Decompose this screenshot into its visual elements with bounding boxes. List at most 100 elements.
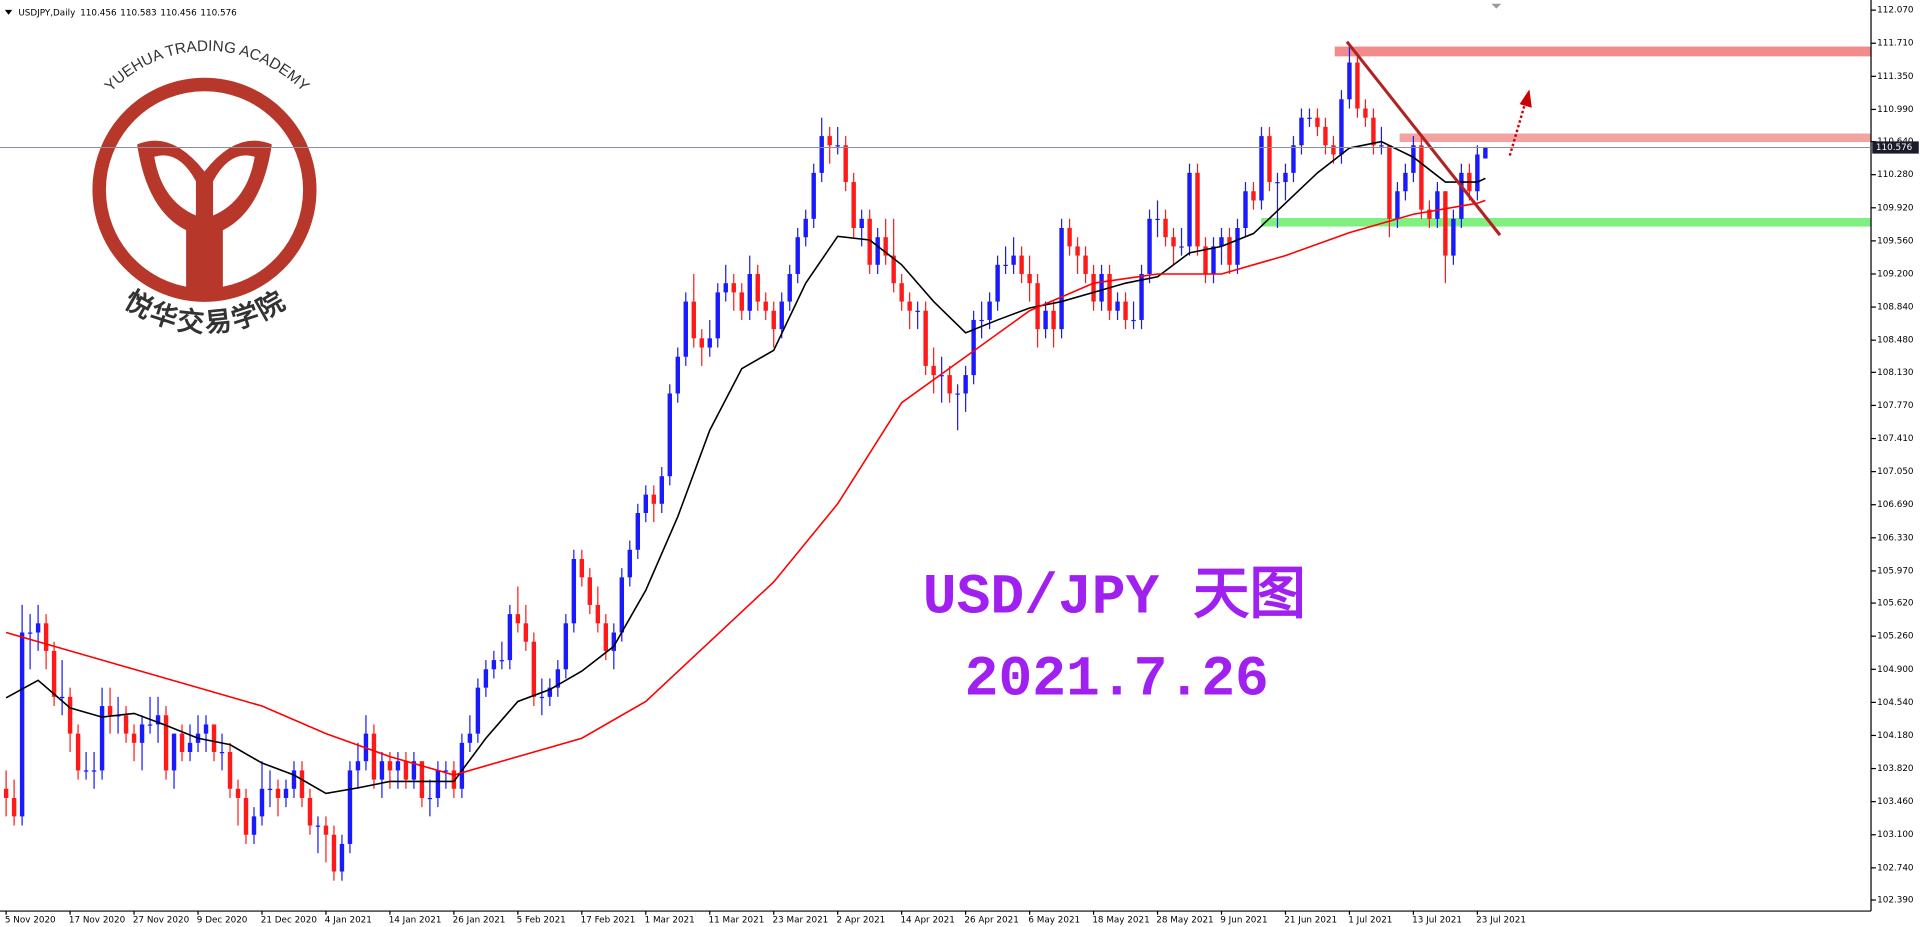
y-tick-label: 105.620 [1877,599,1914,609]
header: USDJPY,Daily 110.456 110.583 110.456 110.576 [18,8,237,18]
candle-body [1075,246,1080,256]
candle-body [187,742,193,753]
candle-body [1155,218,1160,221]
y-tick-label: 105.970 [1877,566,1914,576]
candle-body [1051,310,1056,330]
y-tick-label: 104.900 [1877,665,1914,675]
candle-body [307,797,313,826]
candle-body [603,623,609,651]
candle-body [83,770,89,772]
candle-body [275,788,281,798]
candle-body [243,797,249,835]
x-tick-label: 23 Jul 2021 [1476,916,1526,926]
candle-body [1315,117,1320,127]
candle-body [539,696,545,699]
y-tick-label: 109.560 [1877,236,1914,246]
x-tick-label: 28 May 2021 [1156,916,1213,926]
x-tick-label: 9 Dec 2020 [197,916,248,926]
y-tick-label: 107.410 [1877,434,1914,444]
candle-body [1291,145,1296,173]
candle-body [443,770,449,772]
candle-body [1211,246,1216,274]
y-tick-label: 103.460 [1877,797,1914,807]
x-tick-label: 21 Dec 2020 [261,916,318,926]
candle-body [139,724,145,743]
candle-body [579,558,585,578]
candle-body [75,733,81,771]
candle-body [995,264,1000,302]
plot [3,44,1488,881]
candle-body [459,742,465,789]
candle-body [715,292,720,339]
candle-body [691,301,696,339]
candle-body [427,797,433,800]
x-tick-label: 17 Nov 2020 [69,916,126,926]
candle-body [1195,172,1200,247]
y-tick-label: 108.480 [1877,336,1914,346]
candle-body [339,843,345,872]
x-tick-label: 14 Apr 2021 [900,916,954,926]
candle-body [211,724,217,753]
y-tick-label: 108.130 [1877,368,1914,378]
candle-body [787,273,792,302]
candle-body [1107,273,1112,311]
candle-body [1163,218,1168,238]
candle-body [1403,172,1408,192]
y-tick-label: 104.180 [1877,731,1914,741]
x-tick-label: 9 Jun 2021 [1220,916,1267,926]
candle-body [1235,228,1240,265]
price-label: 110.576 [1876,143,1913,153]
candle-body [371,733,377,780]
candle-body [355,761,361,771]
candle-body [1435,191,1440,219]
candle-body [771,310,776,330]
x-tick-label: 5 Feb 2021 [517,916,566,926]
candle-body [19,632,25,817]
candle-body [1067,228,1072,247]
candle-body [43,623,49,651]
candle-body [1003,264,1008,267]
logo-cutout [154,155,255,216]
candle-body [931,365,936,376]
candle-body [451,770,457,789]
y-tick-label: 105.260 [1877,632,1914,642]
y-tick-label: 104.540 [1877,698,1914,708]
candle-body [1219,237,1224,247]
candle-body [379,761,385,780]
candle-body [923,310,928,366]
candle-body [555,669,561,688]
candle-body [235,788,241,798]
x-tick-label: 26 Jan 2021 [453,916,506,926]
candle-body [819,136,824,173]
candle-body [1227,237,1232,265]
candle-body [611,632,617,651]
candle-body [811,172,816,219]
candle-body [595,604,601,624]
candle-body [483,669,489,688]
y-tick-label: 111.350 [1877,72,1914,82]
candle-body [1179,246,1184,248]
x-tick-label: 27 Nov 2020 [133,916,190,926]
candle-body [867,218,872,265]
candle-body [227,752,233,789]
candle-body [347,770,353,844]
resistance-zone [1399,133,1872,143]
candle-body [859,218,864,229]
y-tick-label: 109.920 [1877,203,1914,213]
candle-body [899,283,904,302]
candle-body [3,788,9,798]
candle-body [635,512,641,550]
y-tick-label: 111.710 [1877,39,1914,49]
candle-body [795,237,800,274]
candle-body [203,724,209,734]
candle-body [331,834,337,872]
candle-body [1043,310,1048,330]
candle-body [1147,218,1152,274]
candle-body [747,273,752,311]
x-tick-label: 4 Jan 2021 [325,916,372,926]
candle-body [259,788,265,817]
candle-body [1091,273,1096,302]
menu-icon[interactable] [4,9,13,15]
candle-body [915,310,920,312]
